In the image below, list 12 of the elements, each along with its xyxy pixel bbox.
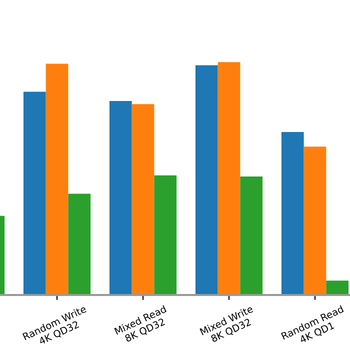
bar — [240, 176, 263, 295]
bar — [281, 132, 304, 295]
bar — [326, 280, 349, 295]
bar — [304, 146, 326, 295]
bar — [132, 104, 154, 295]
bar — [154, 175, 177, 295]
bar — [68, 194, 91, 295]
bar — [218, 62, 240, 295]
bar — [195, 65, 218, 295]
bar — [23, 92, 46, 295]
bar — [109, 101, 132, 295]
bar — [46, 64, 68, 295]
